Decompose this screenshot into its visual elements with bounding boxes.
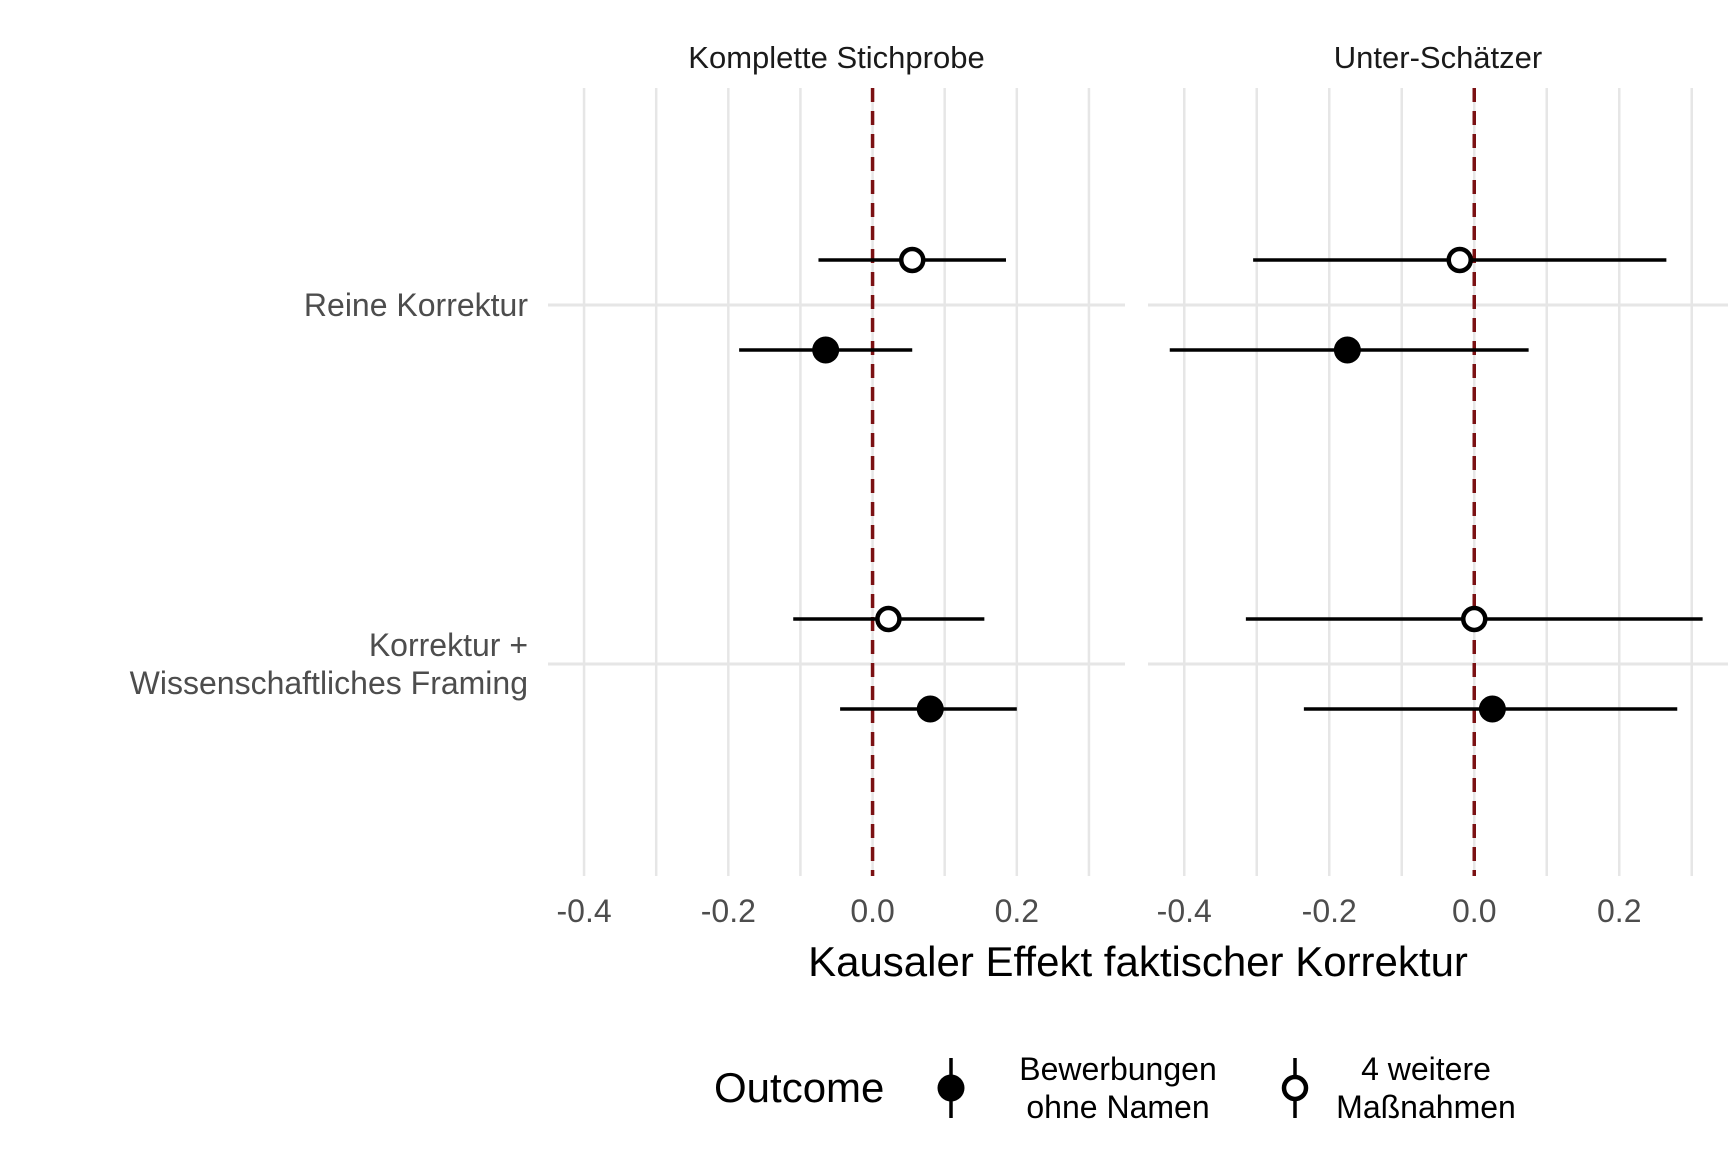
x-tick-label: 0.0 <box>1452 893 1496 929</box>
point-estimate-open <box>1446 246 1473 274</box>
y-category-label: Wissenschaftliches Framing <box>130 665 528 701</box>
x-tick-label: -0.2 <box>1302 893 1357 929</box>
point-estimate-filled <box>1333 336 1361 364</box>
x-tick-label: -0.4 <box>1157 893 1212 929</box>
legend-label: Maßnahmen <box>1336 1089 1516 1125</box>
x-tick-label: 0.0 <box>850 893 894 929</box>
x-tick-label: -0.2 <box>701 893 756 929</box>
panel-title: Unter-Schätzer <box>1334 40 1542 75</box>
x-tick-label: 0.2 <box>1597 893 1641 929</box>
point-estimate-open <box>898 246 926 274</box>
point-estimate-open <box>1461 605 1488 633</box>
legend-label: 4 weitere <box>1361 1051 1491 1087</box>
x-tick-label: 0.2 <box>995 893 1039 929</box>
point-estimate-filled <box>812 336 840 364</box>
legend-key-filled-marker <box>937 1074 965 1102</box>
point-estimate-open <box>875 605 902 633</box>
legend-title: Outcome <box>714 1064 884 1111</box>
y-category-label: Korrektur + <box>369 627 528 663</box>
y-category-label: Reine Korrektur <box>304 287 528 323</box>
legend-label: Bewerbungen <box>1019 1051 1216 1087</box>
legend-label: ohne Namen <box>1026 1089 1209 1125</box>
point-estimate-filled <box>1478 695 1506 723</box>
legend-key-open-marker <box>1281 1074 1309 1102</box>
panel-title: Komplette Stichprobe <box>688 40 984 75</box>
point-estimate-filled <box>916 695 944 723</box>
x-axis-title: Kausaler Effekt faktischer Korrektur <box>808 938 1468 985</box>
x-tick-label: -0.4 <box>556 893 611 929</box>
